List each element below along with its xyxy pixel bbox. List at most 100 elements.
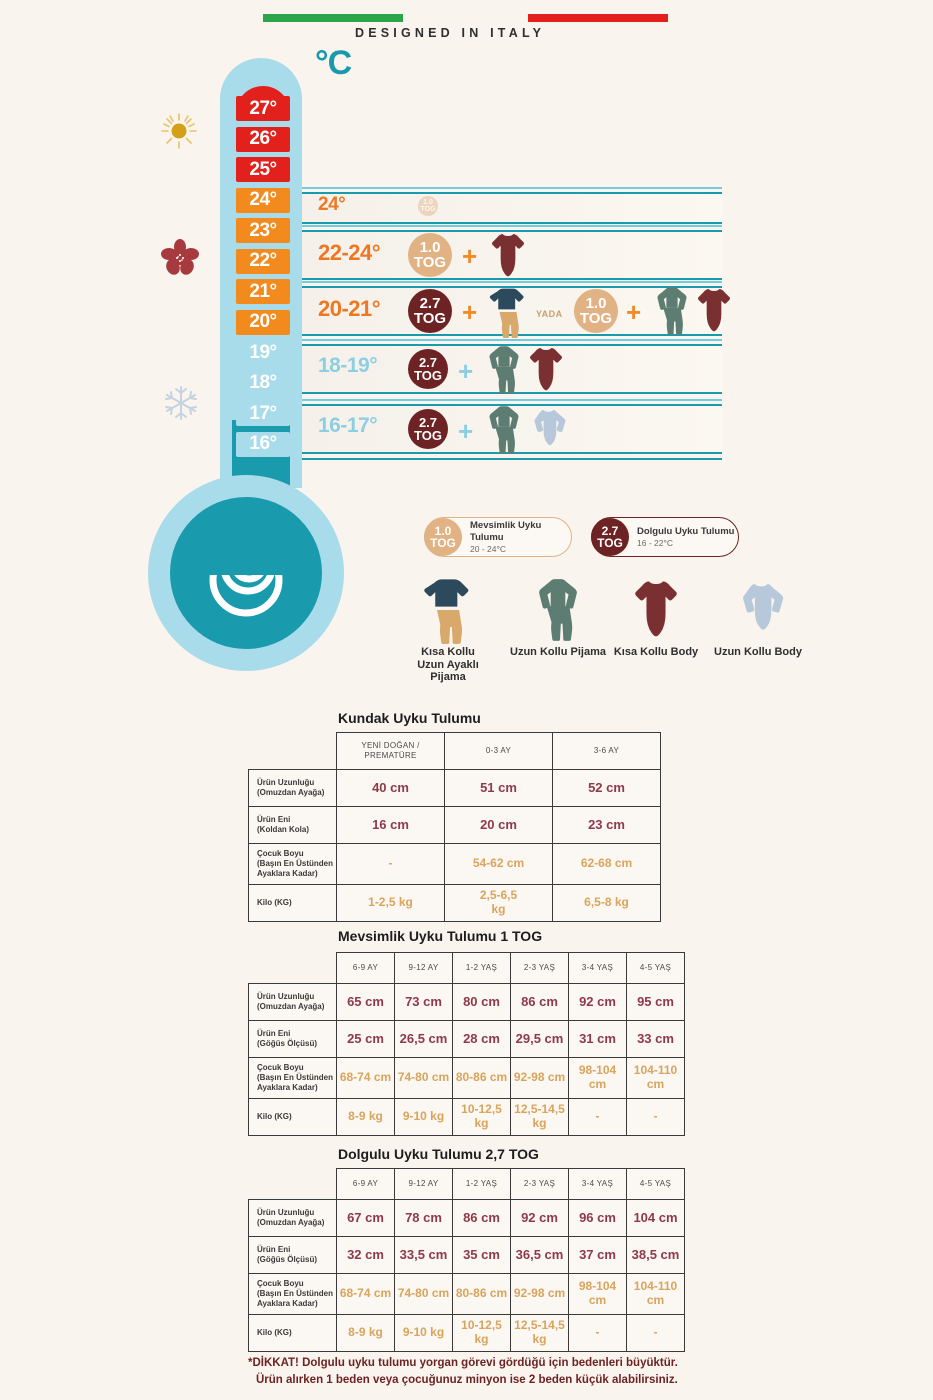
cloth-legend-label-line1: Uzun Kollu Pijama: [510, 646, 606, 658]
temp-chip-18: 18°: [236, 370, 290, 396]
band-divider: [302, 339, 722, 341]
tog-unit: TOG: [414, 368, 442, 383]
table-column-header: 4-5 YAŞ: [626, 952, 685, 984]
table-cell: -: [626, 1313, 685, 1352]
table-cell: 65 cm: [336, 982, 395, 1021]
table-column-header: 3-4 YAŞ: [568, 952, 627, 984]
table-cell: 12,5-14,5 kg: [510, 1313, 569, 1352]
degree-celsius-label: °C: [315, 44, 352, 82]
table-cell: 38,5 cm: [626, 1235, 685, 1274]
table-cell: 9-10 kg: [394, 1097, 453, 1136]
cloth-icon-kisa-kollu-body: [694, 284, 734, 343]
row-label-line1: Ürün Eni: [257, 1028, 291, 1038]
table-cell: 33,5 cm: [394, 1235, 453, 1274]
band-divider: [302, 192, 722, 194]
cloth-legend-icon-kisa-kollu-body: [630, 576, 682, 649]
table-corner-cell: [249, 1169, 337, 1200]
plus-sign: +: [462, 296, 478, 327]
band-divider: [302, 286, 722, 288]
table-cell: 12,5-14,5 kg: [510, 1097, 569, 1136]
table-row: Çocuk Boyu (Başın En Üstünden Ayaklara Kad…: [248, 1056, 685, 1099]
legend-pill-title: Dolgulu Uyku Tulumu: [637, 525, 735, 537]
legend-pill-27tog: 2.7 TOG Dolgulu Uyku Tulumu 16 - 22°C: [591, 517, 739, 557]
band-divider: [302, 399, 722, 401]
row-label-line1: Kilo (KG): [257, 1111, 292, 1121]
or-label: YADA: [536, 308, 563, 319]
temp-chip-26: 26°: [236, 126, 290, 152]
cloth-legend-label-line1: Uzun Kollu Body: [714, 646, 802, 658]
table-cell: 80 cm: [452, 982, 511, 1021]
row-label-line2: (Göğüs Ölçüsü): [257, 1038, 317, 1048]
table-row: Ürün Eni (Koldan Kola) 16 cm 20 cm 23 cm: [248, 805, 661, 844]
table-cell: 10-12,5 kg: [452, 1313, 511, 1352]
cloth-icon-uzun-kollu-body: [526, 404, 566, 461]
row-label-line2: (Omuzdan Ayağa): [257, 1001, 325, 1011]
cloth-legend-label-kisa-kollu-uzun-ayakli-pijama: Kısa Kollu Uzun Ayaklı Pijama: [400, 646, 496, 684]
table-row-header: Ürün Uzunluğu (Omuzdan Ayağa): [248, 1198, 337, 1237]
cloth-legend-icon-uzun-kollu-body: [732, 576, 784, 649]
table-row-header: Kilo (KG): [248, 883, 337, 922]
table-row: Kilo (KG) 8-9 kg 9-10 kg 10-12,5 kg 12,5-14,5…: [248, 1097, 685, 1136]
cloth-icon-uzun-kollu-pijama: [484, 404, 524, 461]
row-label-line2: (Omuzdan Ayağa): [257, 1217, 325, 1227]
table-cell: 37 cm: [568, 1235, 627, 1274]
tog-value: 2.7: [418, 415, 438, 430]
table-row: Ürün Eni (Göğüs Ölçüsü) 32 cm 33,5 cm 35 cm 3…: [248, 1235, 685, 1274]
band-divider: [302, 281, 722, 283]
table-cell: 8-9 kg: [336, 1313, 395, 1352]
table-row: Çocuk Boyu (Başın En Üstünden Ayaklara Kad…: [248, 1272, 685, 1315]
table-cell: 96 cm: [568, 1198, 627, 1237]
table-cell: 8-9 kg: [336, 1097, 395, 1136]
tog-badge-alt: 1.0 TOG: [574, 289, 618, 333]
legend-pill-subtitle: 16 - 22°C: [637, 537, 674, 548]
table-cell: -: [568, 1313, 627, 1352]
table-title: Kundak Uyku Tulumu: [338, 710, 481, 726]
table-cell: -: [626, 1097, 685, 1136]
table-row-header: Kilo (KG): [248, 1097, 337, 1136]
table-column-header: YENİ DOĞAN / PREMATÜRE: [336, 732, 445, 770]
table-row-header: Kilo (KG): [248, 1313, 337, 1352]
table-cell: 80-86 cm: [452, 1056, 511, 1099]
tog-value: 1.0: [585, 295, 607, 312]
table-cell: 9-10 kg: [394, 1313, 453, 1352]
cloth-legend-icon-uzun-kollu-pijama: [532, 576, 584, 649]
tog-value: 2.7: [419, 295, 441, 312]
table-column-header: 2-3 YAŞ: [510, 952, 569, 984]
table-cell: 92-98 cm: [510, 1272, 569, 1315]
table-cell: 104 cm: [626, 1198, 685, 1237]
italian-flag: [263, 14, 668, 22]
cloth-legend-label-uzun-kollu-pijama: Uzun Kollu Pijama: [503, 646, 613, 659]
table-row-header: Ürün Eni (Göğüs Ölçüsü): [248, 1235, 337, 1274]
temp-chip-23: 23°: [236, 218, 290, 243]
legend-pill-1tog: 1.0 TOG Mevsimlik Uyku Tulumu 20 - 24°C: [424, 517, 572, 557]
temp-chip-21: 21°: [236, 279, 290, 304]
tog-value: 1.0: [419, 239, 441, 256]
row-label-line2: (Başın En Üstünden: [257, 1288, 334, 1298]
table-cell: 92 cm: [568, 982, 627, 1021]
temp-range-label: 16-17°: [318, 414, 378, 437]
tog-badge-value: 1.0: [434, 524, 452, 538]
table-cell: 23 cm: [552, 805, 661, 844]
size-table: YENİ DOĞAN / PREMATÜRE 0-3 AY 3-6 AY Ürün Uz…: [248, 732, 661, 922]
table-cell: 20 cm: [444, 805, 553, 844]
size-table: 6-9 AY 9-12 AY 1-2 YAŞ 2-3 YAŞ 3-4 YAŞ 4-5 YA…: [248, 952, 685, 1136]
temp-chip-17: 17°: [236, 401, 290, 426]
flag-white-stripe: [403, 14, 528, 22]
table-cell: 68-74 cm: [336, 1056, 395, 1099]
cloth-icon-kisa-kollu-body: [488, 230, 528, 287]
table-column-header: 6-9 AY: [336, 1168, 395, 1200]
table-row: Ürün Eni (Göğüs Ölçüsü) 25 cm 26,5 cm 28 cm 2…: [248, 1019, 685, 1058]
row-label-line2: (Göğüs Ölçüsü): [257, 1254, 317, 1264]
row-label-line3: Ayaklara Kadar): [257, 868, 318, 878]
band-divider: [302, 404, 722, 406]
tog-badge-unit: TOG: [430, 536, 456, 550]
table-header-row: 6-9 AY 9-12 AY 1-2 YAŞ 2-3 YAŞ 3-4 YAŞ 4-5 YA…: [249, 952, 685, 984]
table-cell: 28 cm: [452, 1019, 511, 1058]
cloth-legend-label-kisa-kollu-body: Kısa Kollu Body: [608, 646, 704, 659]
footnote-line-2: Ürün alırken 1 beden veya çocuğunuz miny…: [256, 1373, 678, 1386]
table-cell: 40 cm: [336, 768, 445, 807]
table-cell: 92-98 cm: [510, 1056, 569, 1099]
band-divider: [302, 458, 722, 460]
band-divider: [302, 278, 722, 280]
footnote-line-1: *DİKKAT! Dolgulu uyku tulumu yorgan göre…: [248, 1357, 678, 1369]
